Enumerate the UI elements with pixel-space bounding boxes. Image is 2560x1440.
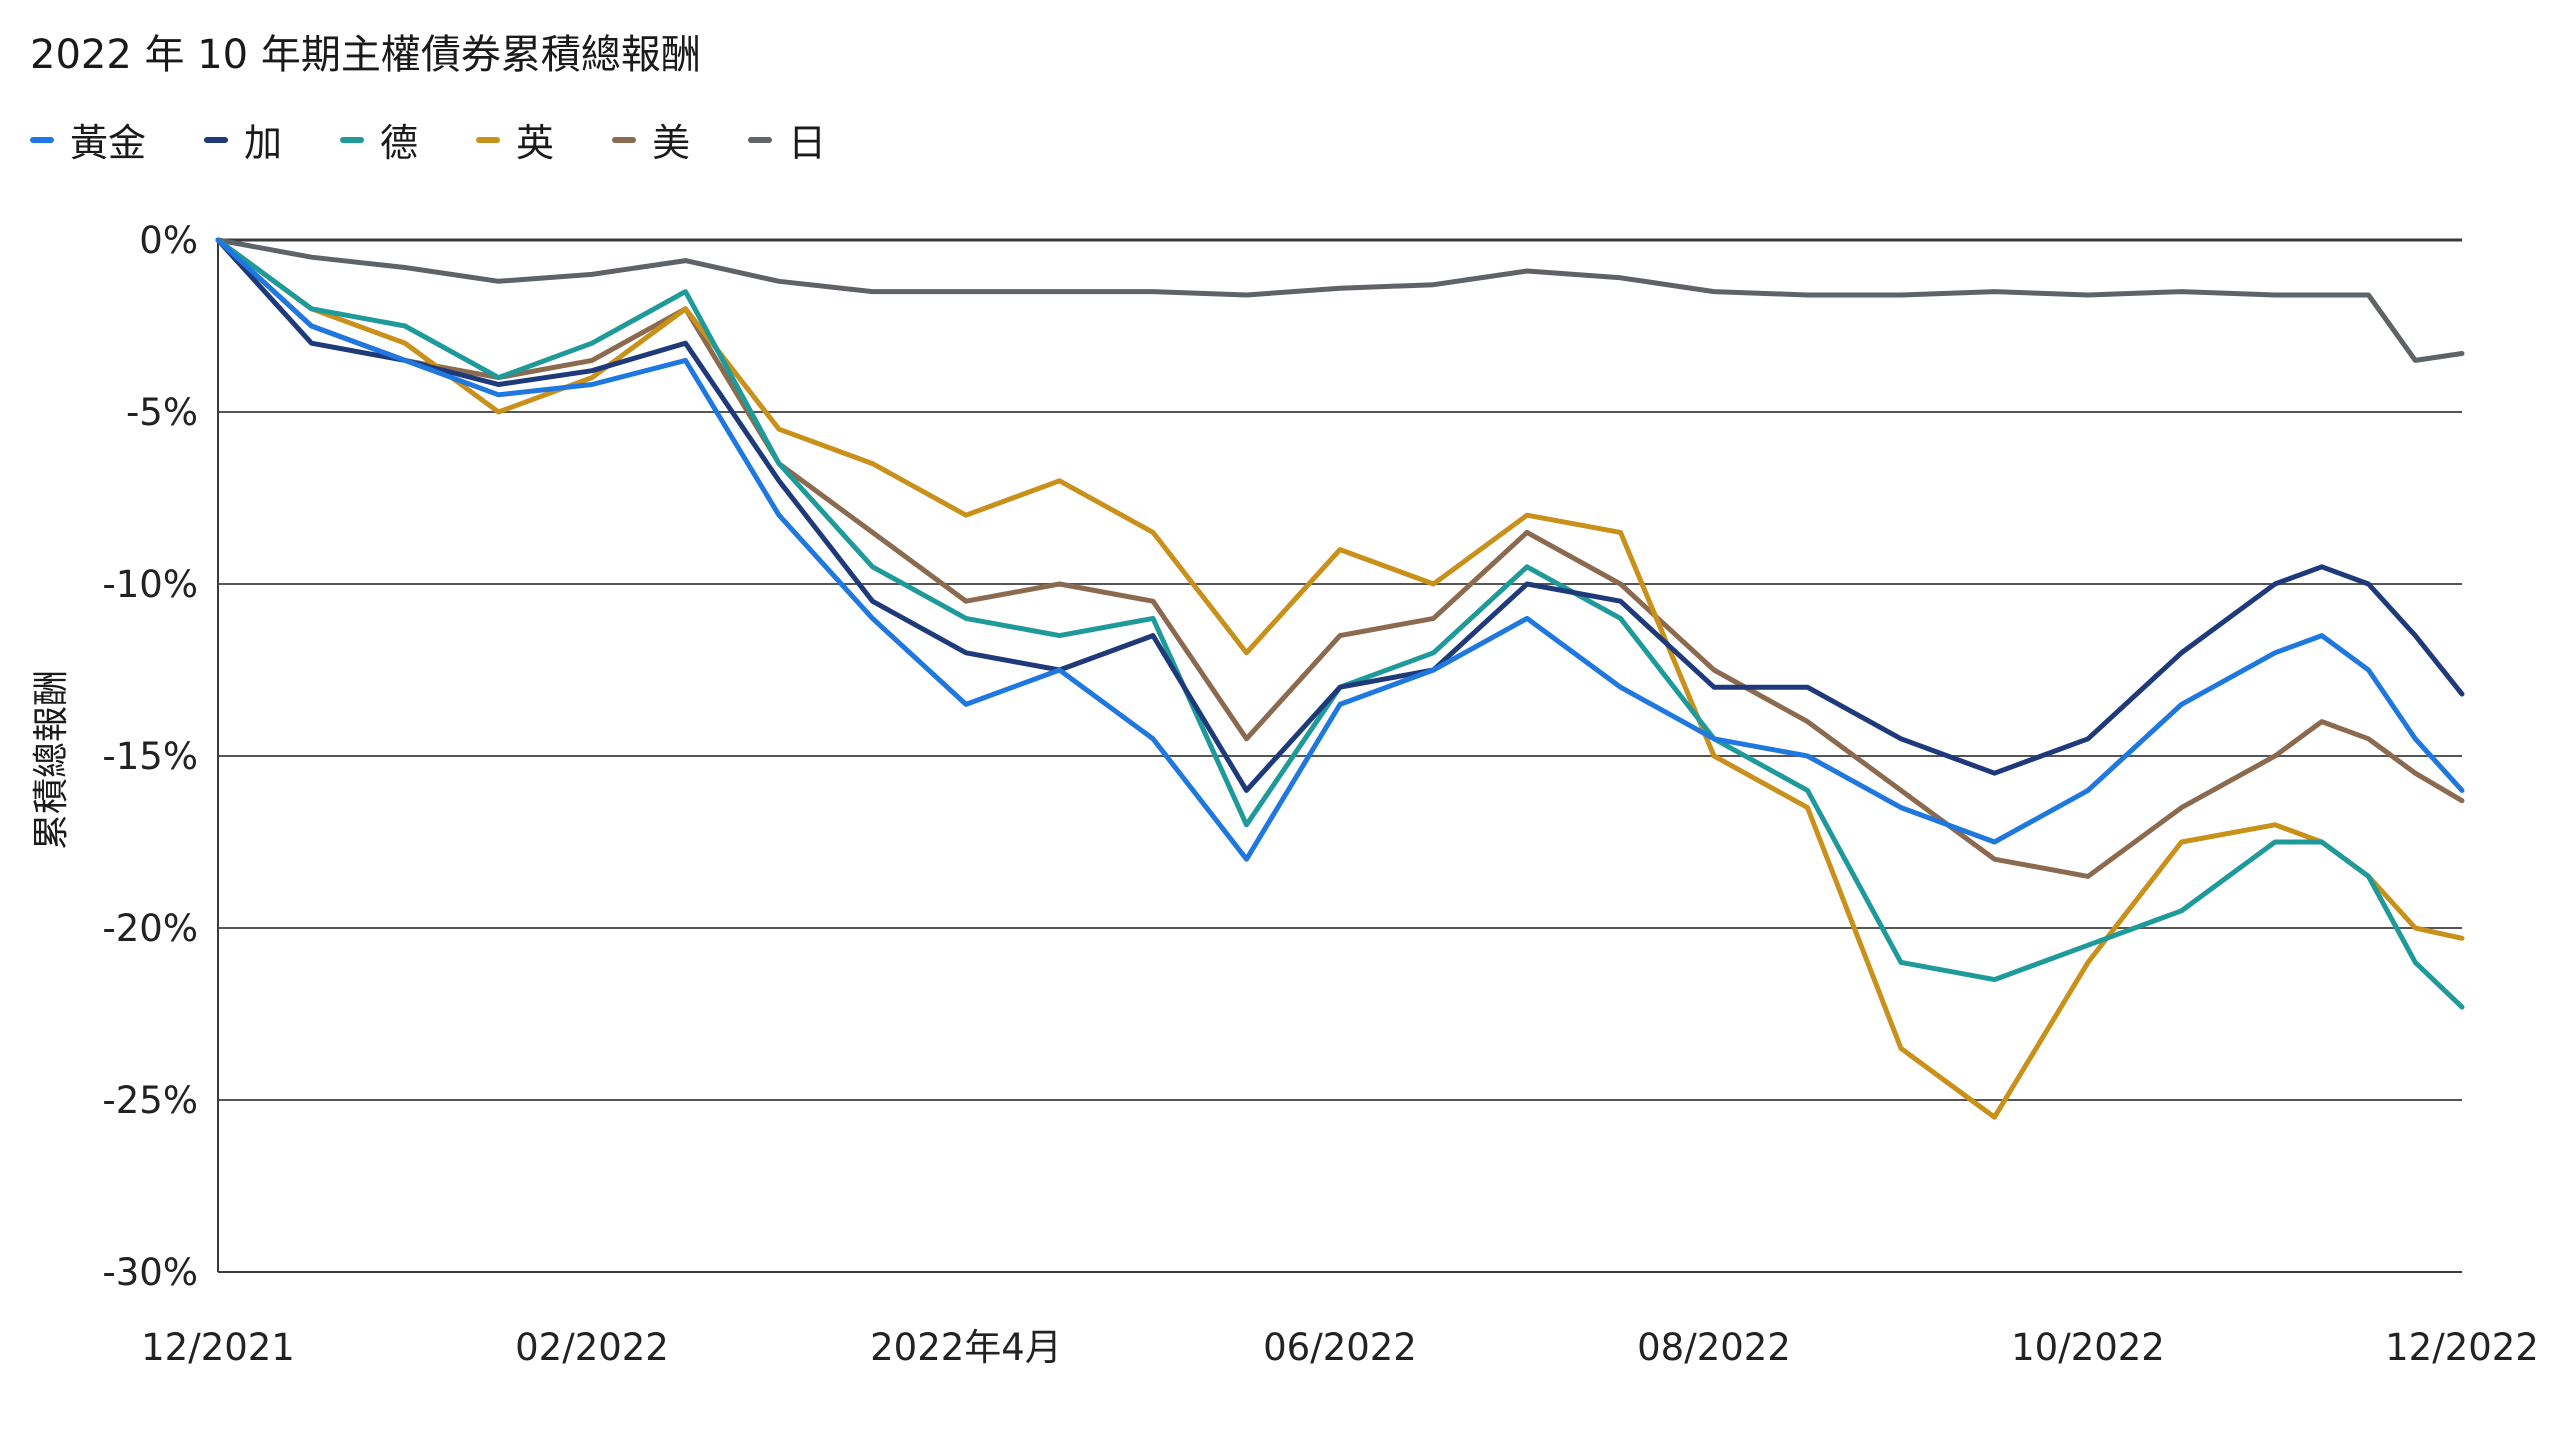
y-tick-label: -10% [102,563,198,606]
y-tick-label: 0% [139,219,198,262]
y-tick-label: -15% [102,735,198,778]
y-tick-label: -20% [102,907,198,950]
series-line-黃金 [215,237,2465,862]
legend-item: 德 [340,112,418,167]
series-line-美 [215,237,2465,879]
legend-item: 日 [748,112,826,167]
legend-item: 英 [476,112,554,167]
legend-swatch [204,136,229,143]
x-tick-label: 12/2021 [141,1326,295,1369]
legend-item: 黃金 [30,112,146,167]
legend-item: 加 [204,112,282,167]
chart-title: 2022 年 10 年期主權債券累積總報酬 [30,32,701,78]
series-line-德 [215,237,2465,1010]
y-tick-label: -30% [102,1251,198,1294]
x-tick-label: 12/2022 [2385,1326,2539,1369]
legend-swatch [748,136,773,143]
legend-swatch [612,136,637,143]
x-tick-label: 08/2022 [1637,1326,1791,1369]
series-line-日 [215,237,2465,363]
legend-label: 加 [244,121,283,165]
x-tick-label: 02/2022 [515,1326,669,1369]
legend-label: 日 [788,121,827,165]
x-tick-label: 06/2022 [1263,1326,1417,1369]
y-tick-label: -5% [126,391,198,434]
legend-label: 黃金 [70,121,147,165]
legend-item: 美 [612,112,690,167]
legend: 黃金 加 德 英 美 日 [30,112,826,167]
legend-swatch [476,136,501,143]
legend-label: 英 [516,121,555,165]
x-tick-label: 10/2022 [2011,1326,2165,1369]
x-tick-label: 2022年4月 [870,1326,1062,1369]
legend-label: 美 [652,121,691,165]
legend-swatch [340,136,365,143]
legend-label: 德 [380,121,419,165]
series-line-英 [215,237,2465,1120]
legend-swatch [30,136,54,143]
y-tick-label: -25% [102,1079,198,1122]
